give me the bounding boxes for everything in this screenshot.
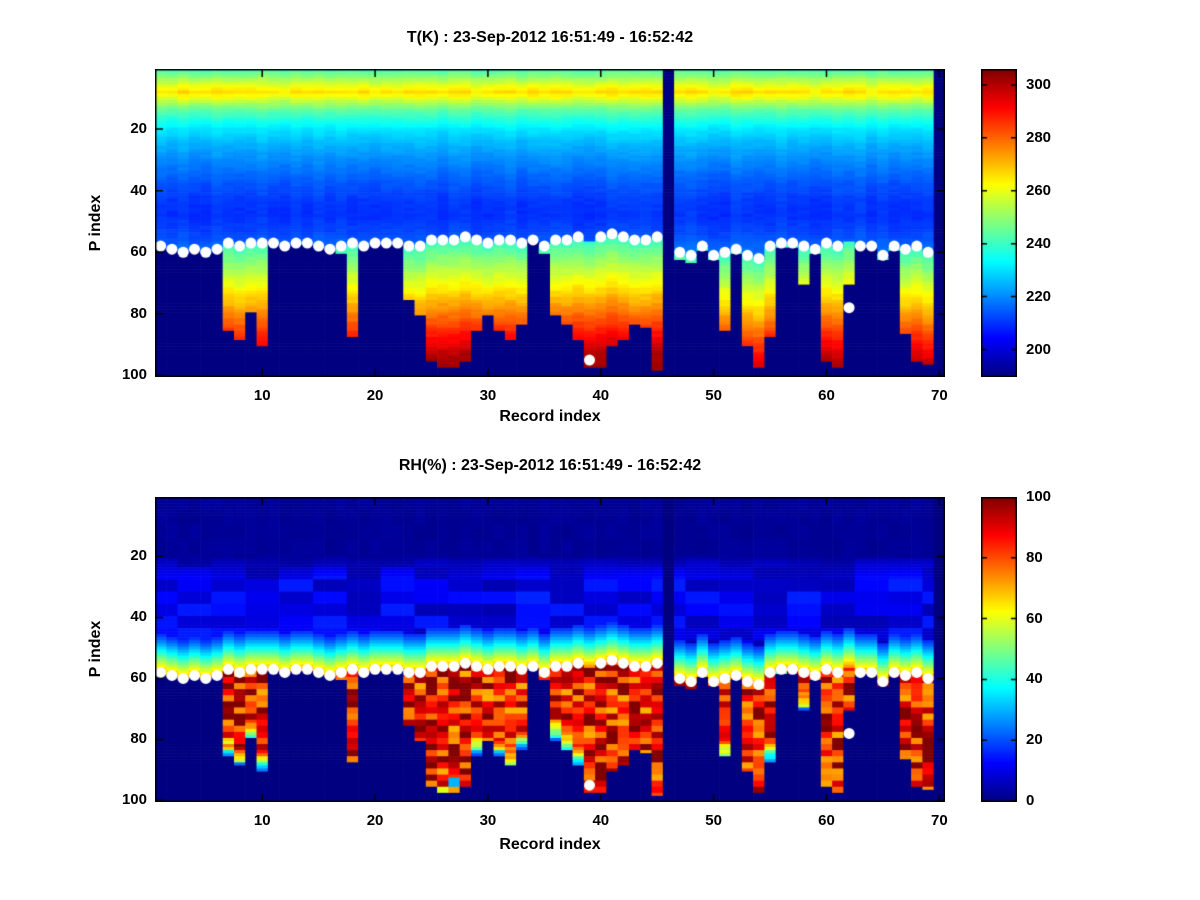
x-tick-label: 20: [366, 812, 384, 829]
x-tick-label: 10: [253, 387, 271, 404]
x-tick-label: 20: [366, 387, 384, 404]
colorbar-tick-label: 80: [1026, 548, 1043, 566]
y-tick-label: 100: [121, 791, 147, 809]
y-tick-label: 60: [130, 243, 147, 261]
colorbar-tick-label: 0: [1026, 792, 1035, 809]
colorbar-tick-label: 280: [1026, 128, 1052, 146]
temperature-x-axis-label: Record index: [499, 408, 601, 425]
humidity-x-axis-label: Record index: [499, 836, 601, 853]
colorbar-tick-label: 20: [1026, 731, 1043, 749]
y-tick-label: 20: [130, 547, 147, 565]
x-tick-label: 50: [705, 387, 722, 404]
temperature-colorbar: [981, 69, 1017, 377]
humidity-plot-title: RH(%) : 23-Sep-2012 16:51:49 - 16:52:42: [398, 457, 702, 474]
y-tick-label: 40: [130, 181, 147, 199]
x-tick-label: 40: [592, 812, 610, 829]
y-tick-label: 80: [130, 730, 147, 748]
humidity-heatmap-canvas: [155, 497, 945, 802]
x-tick-label: 70: [931, 387, 948, 404]
y-tick-label: 100: [121, 366, 147, 384]
x-tick-label: 60: [818, 387, 835, 404]
colorbar-tick-label: 240: [1026, 234, 1052, 252]
colorbar-tick-label: 60: [1026, 609, 1043, 627]
temperature-plot-title: T(K) : 23-Sep-2012 16:51:49 - 16:52:42: [406, 29, 694, 46]
y-tick-label: 80: [130, 304, 147, 322]
y-tick-label: 40: [130, 608, 147, 626]
colorbar-tick-label: 260: [1026, 181, 1052, 199]
x-tick-label: 30: [479, 387, 497, 404]
colorbar-tick-label: 100: [1026, 488, 1052, 505]
humidity-colorbar: [981, 497, 1017, 802]
x-tick-label: 40: [592, 387, 610, 404]
colorbar-tick-label: 200: [1026, 340, 1052, 358]
colorbar-tick-label: 40: [1026, 670, 1043, 688]
x-tick-label: 50: [705, 812, 722, 829]
colorbar-tick-label: 300: [1026, 75, 1052, 93]
colorbar-tick-label: 220: [1026, 287, 1052, 305]
x-tick-label: 60: [818, 812, 835, 829]
temperature-heatmap-canvas: [155, 69, 945, 377]
x-tick-label: 30: [479, 812, 497, 829]
y-tick-label: 20: [130, 120, 147, 138]
x-tick-label: 10: [253, 812, 271, 829]
y-tick-label: 60: [130, 669, 147, 687]
x-tick-label: 70: [931, 812, 948, 829]
